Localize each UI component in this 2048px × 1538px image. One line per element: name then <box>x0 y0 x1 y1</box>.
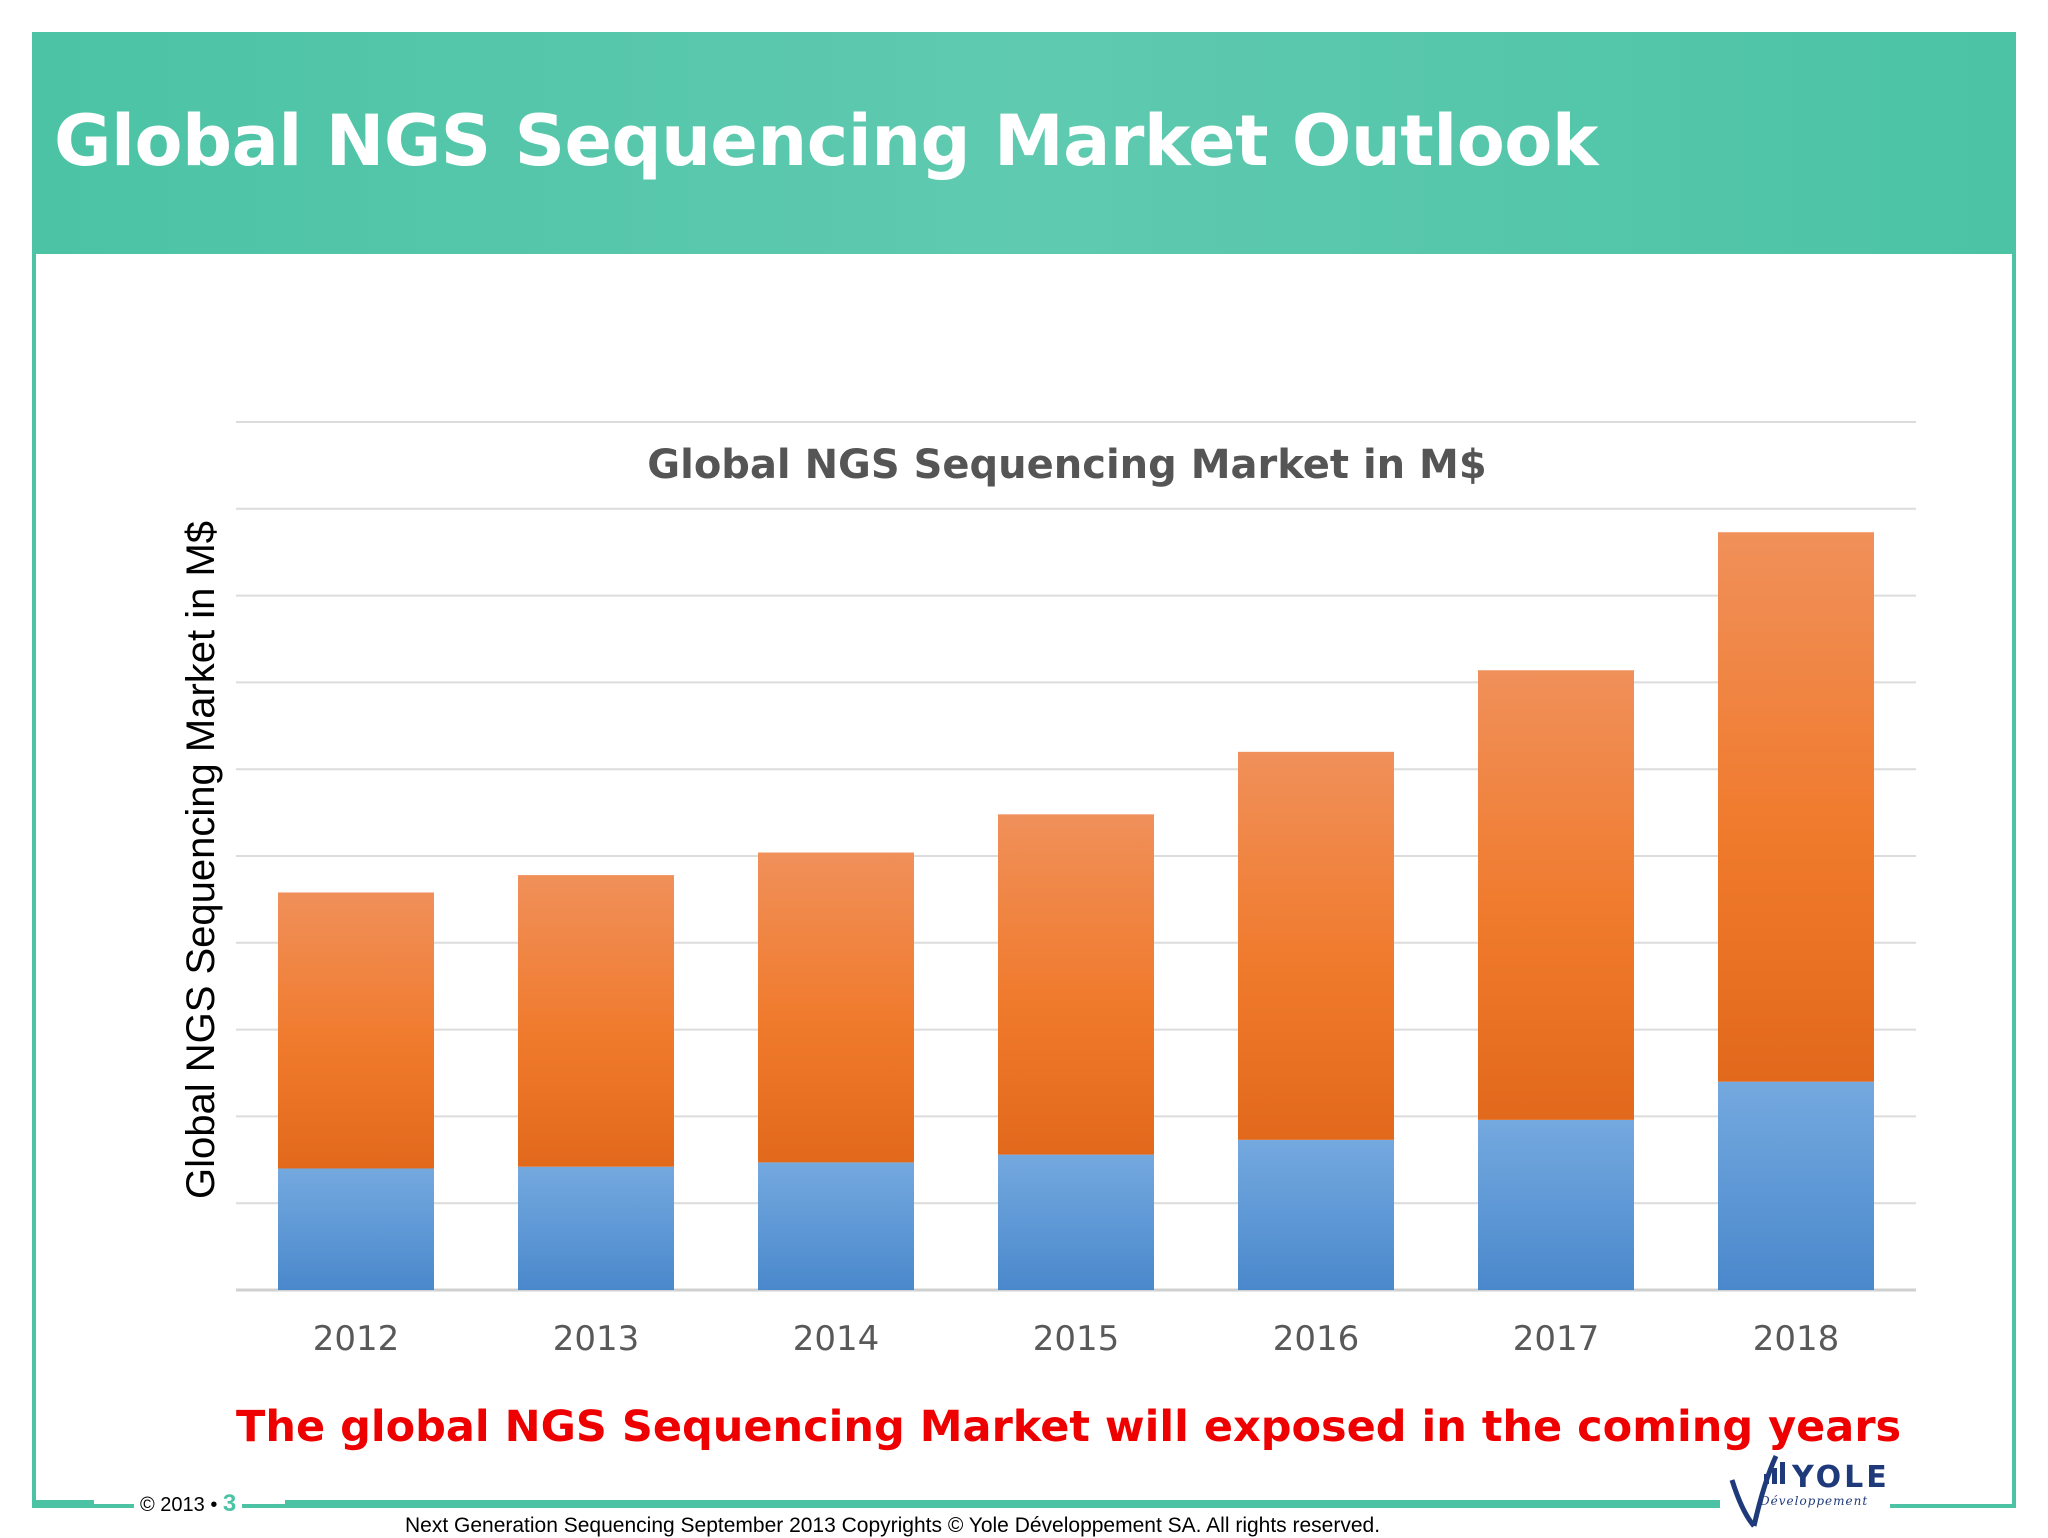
footer-line-left <box>32 1500 94 1505</box>
bar-segment-top-2016 <box>1238 751 1394 1140</box>
bar-segment-bottom-2012 <box>278 1168 434 1290</box>
ngs-market-chart: 2012 2013 2014 2015 2016 2017 2018 Global NGS … <box>179 421 1916 1359</box>
page-number: 3 <box>222 1490 237 1517</box>
x-tick-label: 2012 <box>313 1319 400 1359</box>
x-tick-label: 2013 <box>553 1319 640 1359</box>
yole-logo-mark-icon <box>1729 1454 1785 1528</box>
bar-segment-top-2012 <box>278 892 434 1169</box>
bar-segment-top-2017 <box>1478 670 1634 1120</box>
x-tick-label: 2018 <box>1753 1319 1840 1359</box>
bar-segment-bottom-2015 <box>998 1154 1154 1290</box>
bar-segment-top-2014 <box>758 852 914 1163</box>
x-tick-label: 2014 <box>793 1319 880 1359</box>
footer-copyright: © 2013 • 3 <box>134 1490 243 1518</box>
bar-segment-bottom-2013 <box>518 1166 674 1290</box>
footer-line-right <box>285 1500 1725 1505</box>
bar-segment-bottom-2018 <box>1718 1081 1874 1290</box>
bar-segment-top-2015 <box>998 814 1154 1155</box>
copyright-text: © 2013 • <box>140 1494 218 1516</box>
header-band <box>32 32 2016 254</box>
logo-subtitle: Développement <box>1760 1494 1869 1508</box>
logo-name: YOLE <box>1792 1460 1890 1495</box>
yole-logo: YOLE Développement <box>1720 1452 1890 1532</box>
bar-segment-top-2018 <box>1718 532 1874 1082</box>
x-tick-label: 2017 <box>1513 1319 1600 1359</box>
x-tick-label: 2016 <box>1273 1319 1360 1359</box>
slide-title: Global NGS Sequencing Market Outlook <box>54 100 1598 182</box>
chart-title: Global NGS Sequencing Market in M$ <box>647 442 1486 488</box>
y-axis-label: Global NGS Sequencing Market in M$ <box>179 521 223 1199</box>
bar-segment-bottom-2017 <box>1478 1119 1634 1290</box>
bar-segment-bottom-2016 <box>1238 1139 1394 1290</box>
bar-segment-top-2013 <box>518 875 674 1167</box>
takeaway-message: The global NGS Sequencing Market will ex… <box>236 1402 1902 1452</box>
footer-text: Next Generation Sequencing September 201… <box>405 1514 1381 1537</box>
x-tick-label: 2015 <box>1033 1319 1120 1359</box>
bar-segment-bottom-2014 <box>758 1162 914 1290</box>
